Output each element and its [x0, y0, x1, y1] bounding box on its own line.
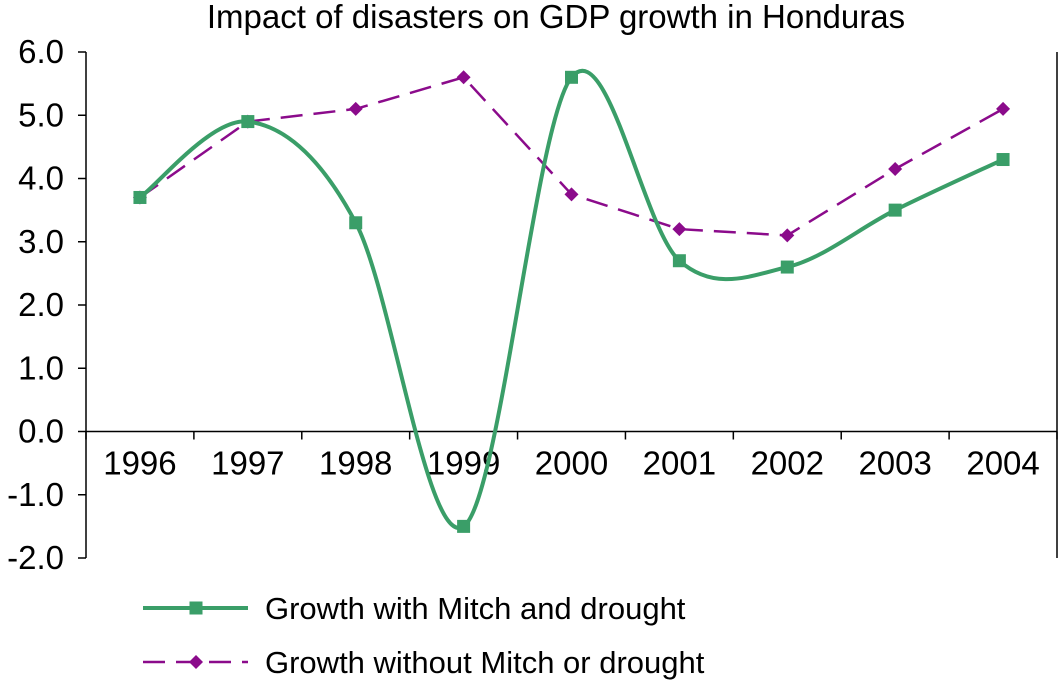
y-tick-label: 3.0 — [18, 223, 64, 260]
data-point-without-mitch — [348, 101, 363, 116]
chart-title: Impact of disasters on GDP growth in Hon… — [207, 0, 905, 35]
series-line-with-mitch — [138, 68, 1004, 530]
x-tick-label: 2000 — [535, 445, 608, 482]
x-tick-label: 2001 — [643, 445, 716, 482]
y-tick-label: 1.0 — [18, 349, 64, 386]
series-layer — [132, 68, 1011, 533]
series-line-without-mitch — [139, 75, 1004, 237]
data-point-with-mitch — [349, 216, 363, 230]
legend-marker-with-mitch — [189, 601, 203, 615]
legend-label-with-mitch: Growth with Mitch and drought — [265, 591, 686, 626]
data-point-with-mitch — [241, 115, 255, 129]
y-tick-label: -1.0 — [7, 476, 64, 513]
legend: Growth with Mitch and drought Growth with… — [143, 591, 705, 680]
data-point-with-mitch — [888, 203, 902, 217]
axes: 6.0 5.0 4.0 3.0 2.0 1.0 0.0 -1.0 -2.0 1996 1997 199… — [7, 33, 1058, 576]
y-tick-label: -2.0 — [7, 539, 64, 576]
x-tick-label: 2004 — [966, 445, 1039, 482]
data-point-with-mitch — [996, 153, 1010, 167]
data-point-with-mitch — [565, 70, 578, 84]
data-point-without-mitch — [564, 187, 579, 202]
y-tick-label: 5.0 — [18, 96, 64, 133]
y-tick-label: 0.0 — [18, 413, 64, 450]
data-point-without-mitch — [888, 162, 903, 177]
legend-label-without-mitch: Growth without Mitch or drought — [265, 645, 705, 680]
data-point-without-mitch — [996, 101, 1011, 116]
y-tick-label: 2.0 — [18, 286, 64, 323]
data-point-with-mitch — [133, 190, 147, 204]
x-tick-label: 2003 — [858, 445, 931, 482]
data-point-without-mitch — [456, 70, 471, 85]
data-point-with-mitch — [672, 254, 686, 268]
x-tick-label: 1997 — [211, 445, 284, 482]
legend-marker-without-mitch — [189, 655, 203, 669]
x-tick-label: 1996 — [103, 445, 176, 482]
data-point-without-mitch — [780, 228, 795, 243]
y-tick-label: 4.0 — [18, 160, 64, 197]
data-point-without-mitch — [672, 222, 687, 237]
y-tick-label: 6.0 — [18, 33, 64, 70]
x-tick-label: 2002 — [751, 445, 824, 482]
data-point-with-mitch — [780, 260, 794, 274]
data-point-with-mitch — [457, 519, 471, 533]
x-tick-label: 1998 — [319, 445, 392, 482]
